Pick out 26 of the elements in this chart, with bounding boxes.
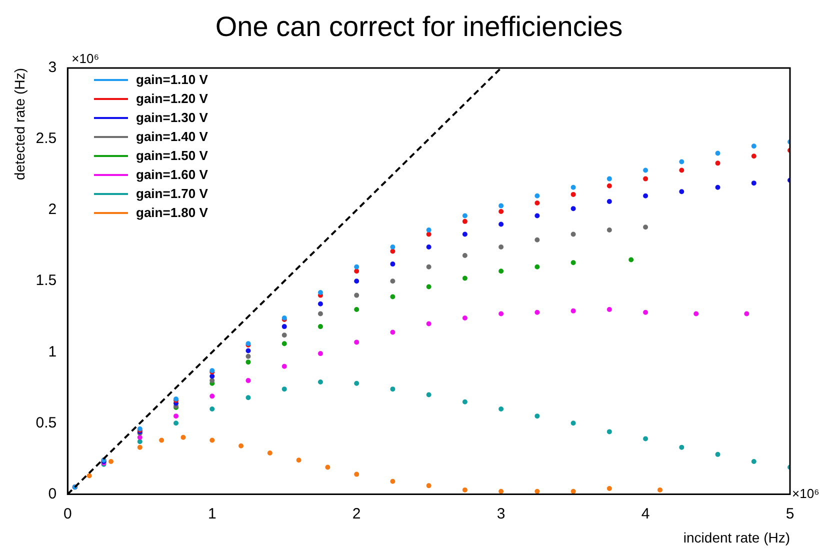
x-tick-label: 5 bbox=[786, 505, 794, 522]
legend-label: gain=1.80 V bbox=[136, 204, 208, 222]
y-tick-label: 0 bbox=[48, 485, 57, 502]
x-tick-label: 3 bbox=[496, 505, 506, 522]
x-tick-label: 4 bbox=[641, 505, 650, 522]
y-tick-label: 1 bbox=[48, 343, 57, 360]
y-axis-title: detected rate (Hz) bbox=[11, 68, 28, 180]
legend-label: gain=1.70 V bbox=[136, 185, 208, 203]
x-tick-label: 2 bbox=[352, 505, 361, 522]
y-tick-label: 2 bbox=[48, 201, 57, 218]
x-axis-title: incident rate (Hz) bbox=[683, 529, 790, 546]
x-tick-label: 1 bbox=[208, 505, 216, 522]
text: ×10⁶ bbox=[792, 486, 820, 502]
x-tick-label: 0 bbox=[63, 505, 72, 522]
legend-label: gain=1.40 V bbox=[136, 128, 208, 146]
chart-title: One can correct for inefficiencies bbox=[214, 10, 624, 44]
y-tick-label: 1.5 bbox=[36, 272, 57, 290]
y-tick-label: 0.5 bbox=[36, 414, 57, 432]
legend-label: gain=1.60 V bbox=[136, 166, 208, 184]
text: ×10⁶ bbox=[72, 51, 100, 66]
y-tick-label: 3 bbox=[48, 59, 57, 76]
legend-label: gain=1.20 V bbox=[136, 90, 208, 108]
legend-label: gain=1.10 V bbox=[136, 71, 208, 89]
legend-label: gain=1.30 V bbox=[136, 109, 208, 127]
legend-label: gain=1.50 V bbox=[136, 147, 208, 165]
y-tick-label: 2.5 bbox=[36, 130, 57, 148]
